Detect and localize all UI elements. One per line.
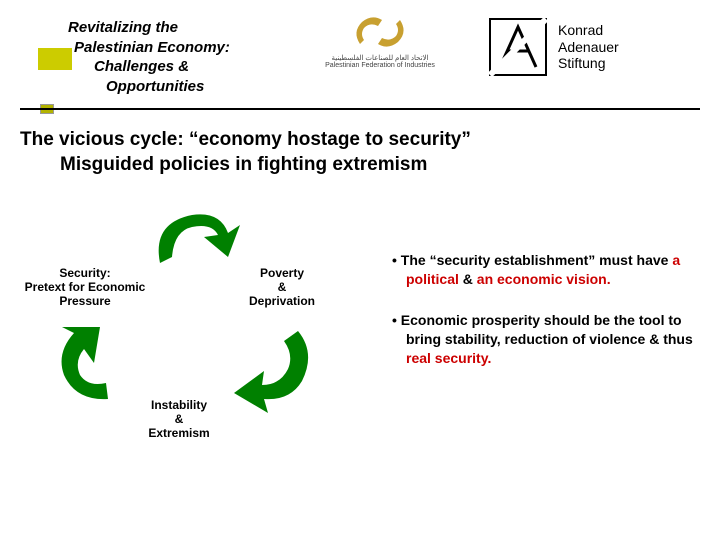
- kas-text: Konrad Adenauer Stiftung: [558, 22, 619, 72]
- title-line-4: Opportunities: [68, 77, 280, 97]
- pfi-logo: الاتحاد العام للصناعات الفلسطينية Palest…: [290, 12, 470, 82]
- logo-row: الاتحاد العام للصناعات الفلسطينية Palest…: [290, 12, 688, 82]
- bullet-text: .: [607, 271, 611, 287]
- bullet-item-2: • Economic prosperity should be the tool…: [362, 311, 702, 368]
- cycle-node-line: Pressure: [20, 295, 150, 309]
- cycle-arrow-icon: [220, 323, 320, 413]
- bullet-text: • Economic prosperity should be the tool…: [392, 312, 693, 347]
- kas-logo: Konrad Adenauer Stiftung: [488, 12, 688, 82]
- bullet-emphasis: an economic vision: [477, 271, 607, 287]
- cycle-node-line: Pretext for Economic: [20, 281, 150, 295]
- bullet-item-1: • The “security establishment” must have…: [362, 251, 702, 289]
- main-heading-line-1: The vicious cycle: “economy hostage to s…: [20, 128, 700, 153]
- cycle-node-line: Deprivation: [238, 295, 326, 309]
- kas-line-3: Stiftung: [558, 55, 619, 72]
- cycle-node-line: &: [238, 281, 326, 295]
- content-row: Security: Pretext for Economic Pressure …: [0, 177, 720, 481]
- cycle-arrow-icon: [142, 205, 242, 275]
- cycle-node-poverty: Poverty & Deprivation: [238, 267, 326, 308]
- title-line-1: Revitalizing the: [68, 18, 280, 38]
- cycle-node-security: Security: Pretext for Economic Pressure: [20, 267, 150, 308]
- slide-title: Revitalizing the Palestinian Economy: Ch…: [68, 18, 280, 96]
- cycle-node-line: Instability: [134, 399, 224, 413]
- header-divider: [20, 108, 700, 110]
- bullet-text: .: [487, 350, 491, 366]
- title-line-3: Challenges &: [68, 57, 280, 77]
- bullet-text: • The “security establishment” must have: [392, 252, 672, 268]
- main-heading-line-2: Misguided policies in fighting extremism: [20, 153, 700, 178]
- title-accent-box: [38, 48, 72, 70]
- pfi-arabic-text: الاتحاد العام للصناعات الفلسطينية: [290, 54, 470, 62]
- bullet-list: • The “security establishment” must have…: [362, 201, 702, 481]
- slide-header: Revitalizing the Palestinian Economy: Ch…: [0, 0, 720, 110]
- cycle-node-line: &: [134, 413, 224, 427]
- kas-line-2: Adenauer: [558, 39, 619, 56]
- title-block: Revitalizing the Palestinian Economy: Ch…: [0, 12, 280, 96]
- kas-line-1: Konrad: [558, 22, 619, 39]
- bullet-emphasis: real security: [406, 350, 487, 366]
- pfi-english-text: Palestinian Federation of Industries: [290, 62, 470, 69]
- cycle-node-line: Security:: [20, 267, 150, 281]
- cycle-node-instability: Instability & Extremism: [134, 399, 224, 440]
- bullet-text: &: [459, 271, 477, 287]
- main-heading: The vicious cycle: “economy hostage to s…: [0, 110, 720, 177]
- kas-logo-icon: [488, 17, 548, 77]
- cycle-node-line: Extremism: [134, 427, 224, 441]
- cycle-node-line: Poverty: [238, 267, 326, 281]
- vicious-cycle-diagram: Security: Pretext for Economic Pressure …: [14, 201, 354, 481]
- pfi-logo-icon: [350, 12, 410, 52]
- title-line-2: Palestinian Economy:: [68, 38, 280, 58]
